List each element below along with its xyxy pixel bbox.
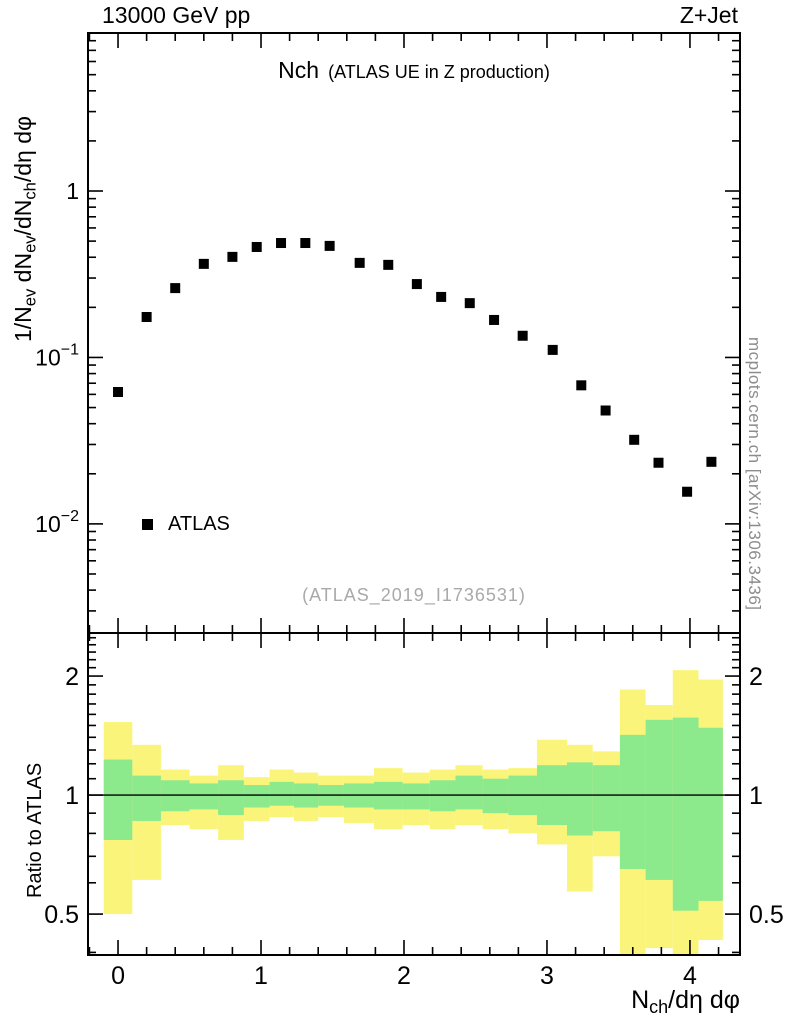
svg-text:2: 2 — [397, 962, 411, 990]
plot-title-main: Nch — [278, 57, 320, 83]
svg-text:2: 2 — [65, 663, 79, 691]
svg-text:1: 1 — [254, 962, 268, 990]
ratio-y-axis-title: Ratio to ATLAS — [24, 762, 46, 898]
svg-text:0.5: 0.5 — [44, 901, 79, 929]
legend-label-atlas: ATLAS — [168, 513, 230, 535]
svg-text:1: 1 — [749, 782, 763, 810]
x-axis-title: Nch/dη dφ — [631, 986, 740, 1018]
svg-text:2: 2 — [749, 663, 763, 691]
legend-marker-square-icon — [142, 519, 153, 530]
plot-title: Nch (ATLAS UE in Z production) — [88, 57, 740, 84]
analysis-id-watermark: (ATLAS_2019_I1736531) — [302, 585, 526, 605]
legend: ATLAS — [142, 513, 230, 536]
svg-text:0: 0 — [111, 962, 125, 990]
header-beam-energy: 13000 GeV pp — [102, 2, 251, 28]
svg-text:0.5: 0.5 — [749, 901, 784, 929]
svg-text:10−2: 10−2 — [35, 508, 79, 537]
mcplots-arxiv-note: mcplots.cern.ch [arXiv:1306.3436] — [745, 337, 764, 611]
svg-text:1: 1 — [66, 178, 79, 204]
plot-title-suffix: (ATLAS UE in Z production) — [328, 62, 550, 82]
svg-text:4: 4 — [683, 962, 697, 990]
main-y-axis-title: 1/Nev dNev/dNch/dη dφ — [10, 116, 40, 342]
svg-text:3: 3 — [540, 962, 554, 990]
svg-text:10−1: 10−1 — [35, 341, 79, 370]
svg-text:1: 1 — [65, 782, 79, 810]
header-process: Z+Jet — [679, 2, 738, 28]
